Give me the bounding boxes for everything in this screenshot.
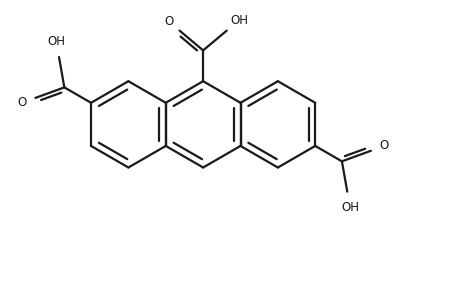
Text: O: O bbox=[164, 15, 173, 28]
Text: OH: OH bbox=[341, 201, 358, 214]
Text: OH: OH bbox=[47, 35, 65, 48]
Text: OH: OH bbox=[230, 14, 248, 27]
Text: O: O bbox=[379, 139, 388, 152]
Text: O: O bbox=[17, 96, 27, 109]
